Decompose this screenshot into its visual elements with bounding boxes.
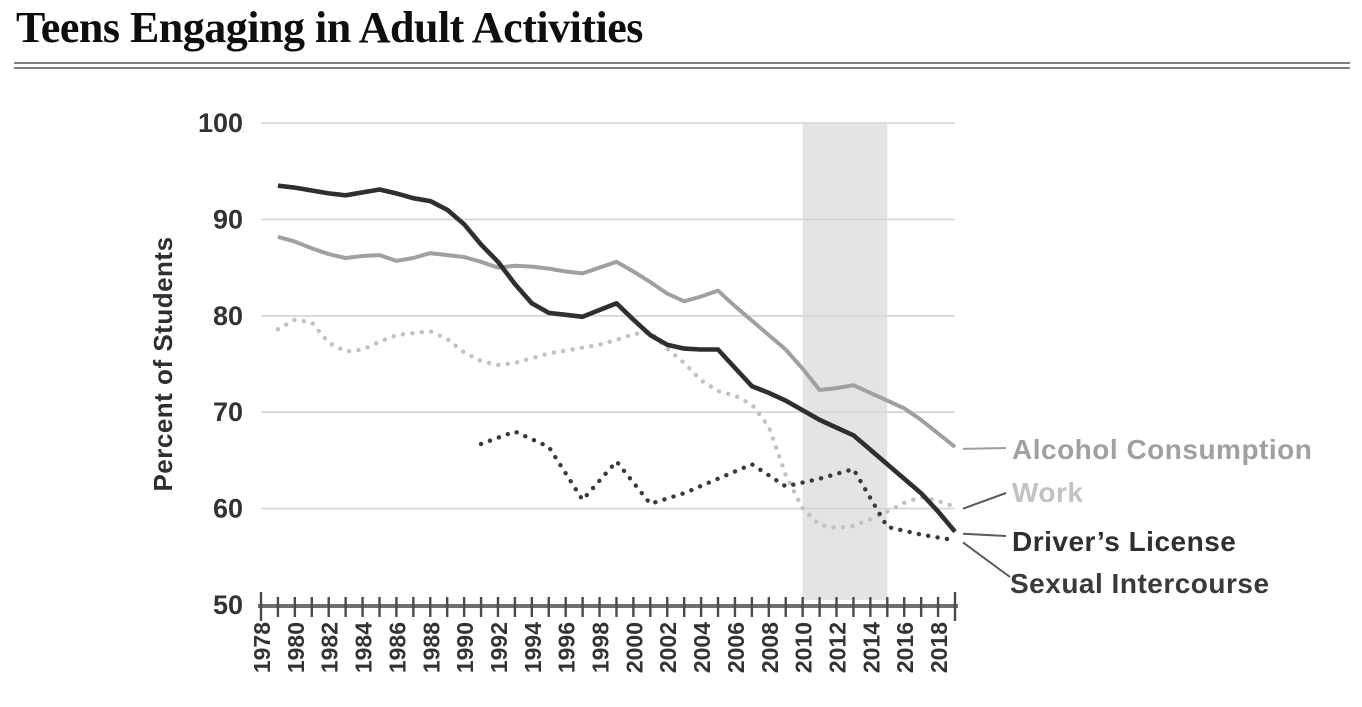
legend-label-work: Work xyxy=(1012,477,1084,508)
x-tick-label: 2000 xyxy=(621,622,647,673)
y-tick-label: 80 xyxy=(213,301,243,331)
series-line-work xyxy=(275,317,958,531)
x-tick-label: 1998 xyxy=(588,622,614,673)
y-axis-title: Percent of Students xyxy=(148,236,178,491)
series-line-driver-s-license xyxy=(277,183,957,534)
legend-label-drivers-license: Driver’s License xyxy=(1012,526,1236,557)
y-tick-label: 50 xyxy=(213,590,243,620)
title-divider xyxy=(14,62,1350,69)
x-tick-label: 2014 xyxy=(858,622,884,673)
recession-band xyxy=(802,123,888,600)
x-tick-label: 2012 xyxy=(825,622,851,673)
x-tick-label: 1988 xyxy=(418,622,444,673)
legend-leader-line xyxy=(962,541,1011,578)
x-tick-label: 1980 xyxy=(283,622,309,673)
x-tick-label: 2010 xyxy=(791,622,817,673)
y-tick-label: 100 xyxy=(198,108,243,138)
x-tick-label: 1994 xyxy=(520,622,546,673)
series-line-alcohol-consumption xyxy=(277,234,957,449)
legend-label-sexual-intercourse: Sexual Intercourse xyxy=(1010,568,1270,599)
x-tick-label: 1984 xyxy=(351,622,377,673)
page-title: Teens Engaging in Adult Activities xyxy=(16,3,643,52)
x-tick-label: 2008 xyxy=(757,622,783,673)
x-tick-label: 2004 xyxy=(689,622,715,673)
x-tick-label: 1978 xyxy=(249,622,275,673)
x-tick-label: 2006 xyxy=(723,622,749,673)
legend-leader-line xyxy=(962,492,1007,510)
x-tick-label: 2002 xyxy=(655,622,681,673)
x-tick-label: 1992 xyxy=(486,622,512,673)
series-line-sexual-intercourse xyxy=(478,429,958,543)
y-tick-label: 70 xyxy=(213,397,243,427)
chart-render-layer: 1978 1980 1982 1984 1986 1988 1990 1992 1994 1996… xyxy=(198,108,1011,673)
x-tick-label: 1982 xyxy=(317,622,343,673)
x-tick-label: 1996 xyxy=(554,622,580,673)
legend-label-alcohol-consumption: Alcohol Consumption xyxy=(1012,434,1312,465)
x-tick-label: 2018 xyxy=(926,622,952,673)
legend-leader-line xyxy=(962,447,1007,450)
legend-leader-line xyxy=(962,532,1007,537)
x-tick-label: 1990 xyxy=(452,622,478,673)
y-tick-label: 90 xyxy=(213,204,243,234)
x-tick-label: 2016 xyxy=(892,622,918,673)
y-tick-label: 60 xyxy=(213,494,243,524)
x-tick-label: 1986 xyxy=(384,622,410,673)
